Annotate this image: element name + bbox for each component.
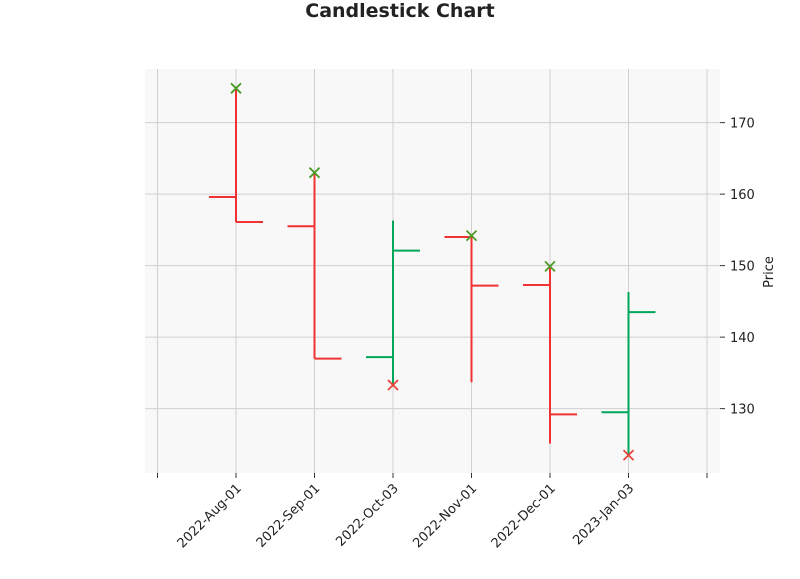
- low-marker: [622, 449, 635, 461]
- y-tick-label: 170: [730, 117, 755, 132]
- marker-stroke: [465, 229, 478, 242]
- marker-stroke: [387, 379, 399, 391]
- marker-stroke: [230, 82, 242, 94]
- marker-stroke: [308, 167, 321, 179]
- marker-layer: [230, 82, 635, 461]
- marker-stroke: [622, 449, 635, 461]
- high-marker: [544, 260, 556, 272]
- high-marker: [308, 167, 321, 179]
- x-tick-label: 2023-Jan-03: [570, 481, 637, 548]
- x-tick-label: 2022-Oct-03: [333, 481, 401, 549]
- y-tick-label: 130: [730, 403, 755, 418]
- x-tick-label: 2022-Aug-01: [175, 481, 245, 551]
- plot-area: [145, 69, 720, 473]
- x-tick-label: 2022-Sep-01: [254, 481, 324, 551]
- y-tick-label: 150: [730, 260, 755, 275]
- marker-stroke: [544, 260, 556, 272]
- x-tick-label: 2022-Dec-01: [489, 481, 559, 551]
- y-tick-label: 140: [730, 331, 755, 346]
- x-tick-label: 2022-Nov-01: [410, 481, 480, 551]
- ohlc-bars: [209, 88, 656, 456]
- chart-title: Candlestick Chart: [305, 0, 494, 22]
- y-axis-label: Price: [762, 256, 777, 288]
- low-marker: [387, 379, 399, 391]
- y-tick-label: 160: [730, 188, 755, 203]
- high-marker: [465, 229, 478, 242]
- high-marker: [230, 82, 242, 94]
